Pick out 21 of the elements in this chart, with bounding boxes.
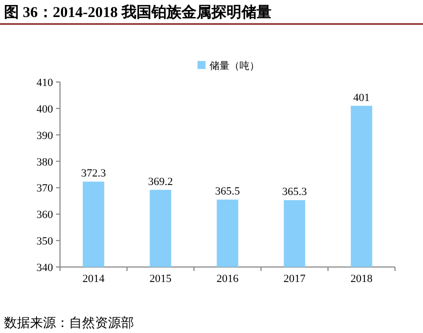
y-tick-label: 340: [36, 262, 54, 274]
y-tick-label: 380: [36, 156, 54, 168]
x-tick-label: 2018: [350, 273, 373, 285]
data-label: 365.5: [215, 186, 240, 198]
y-tick-label: 350: [36, 236, 54, 248]
data-label: 401: [353, 92, 370, 104]
x-tick-label: 2014: [82, 273, 105, 285]
chart-title: 图 36：2014-2018 我国铂族金属探明储量: [4, 4, 272, 21]
y-tick-label: 410: [36, 77, 54, 89]
source-note: 数据来源：自然资源部: [4, 315, 134, 330]
y-tick-label: 370: [36, 182, 54, 195]
y-tick-label: 360: [36, 209, 54, 222]
x-tick-label: 2016: [216, 273, 239, 285]
data-label: 372.3: [81, 168, 106, 180]
y-tick-label: 400: [36, 103, 54, 116]
x-tick-label: 2015: [150, 273, 172, 285]
x-tick-label: 2017: [284, 273, 306, 285]
data-label: 369.2: [148, 176, 173, 188]
y-tick-label: 390: [36, 130, 54, 142]
legend-label: 储量（吨）: [210, 60, 260, 72]
data-label: 365.3: [282, 186, 308, 198]
